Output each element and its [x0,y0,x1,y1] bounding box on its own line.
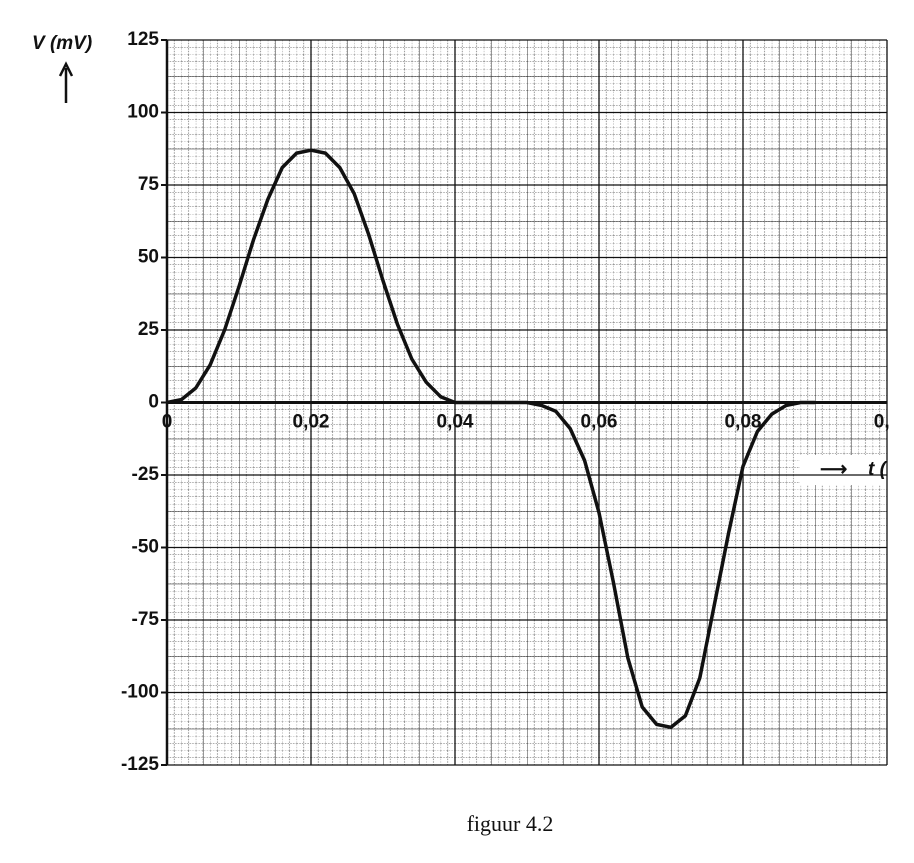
axis-arrow [58,61,74,103]
y-tick-label: 125 [127,29,159,50]
y-tick-label: 75 [138,174,160,195]
y-tick-label: -50 [132,537,159,558]
y-tick-label: -75 [132,609,160,630]
caption: figuur 4.2 [467,811,554,836]
y-tick-label: 0 [148,392,159,413]
y-tick-label: -100 [121,682,159,703]
x-tick-label: 0,02 [293,412,330,433]
data-line [166,148,815,730]
x-tick-label: 0,06 [581,412,618,433]
label-backdrop [800,455,889,485]
x-tick-label: 0,04 [437,412,474,433]
y-tick-label: -125 [121,754,159,775]
plot: ⟶ t ( 00,020,040,060,080,1 [162,39,901,766]
y-tick-label: 25 [138,319,160,340]
y-tick-label: -25 [132,464,160,485]
y-tick-label: 100 [127,102,159,123]
x-tick-label: 0,08 [725,412,762,433]
axis-arrow: ⟶ [820,459,847,480]
x-tick-label: 0,1 [874,412,901,433]
x-axis-label: t ( [868,459,889,480]
y-tick-label: 50 [138,247,159,268]
y-axis-label: V (mV) [32,33,92,54]
